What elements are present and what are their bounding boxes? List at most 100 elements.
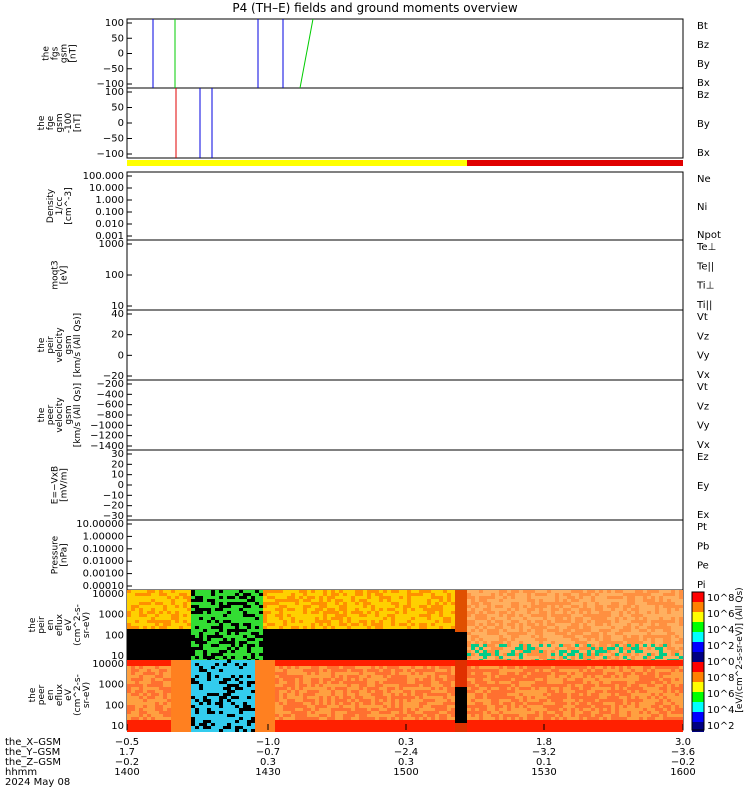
spec-cell [235, 641, 239, 644]
spec-cell [483, 590, 487, 593]
spec-cell [343, 653, 347, 656]
spec-cell [163, 593, 167, 596]
spec-cell [407, 653, 411, 656]
spec-cell [287, 647, 291, 650]
spec-cell [331, 702, 335, 705]
spec-cell [407, 623, 411, 626]
spec-cell [371, 632, 375, 635]
spec-cell [359, 599, 363, 602]
spec-cell [371, 635, 375, 638]
spec-cell [611, 611, 615, 614]
spec-cell [495, 641, 499, 644]
spec-cell [347, 593, 351, 596]
spec-cell [359, 638, 363, 641]
spec-cell [299, 684, 303, 687]
spec-cell [279, 711, 283, 714]
spec-cell [275, 590, 279, 593]
spec-cell [247, 650, 251, 653]
spec-cell [259, 647, 263, 650]
spec-cell [443, 611, 447, 614]
spec-cell [179, 675, 183, 678]
spec-cell [343, 614, 347, 617]
spec-cell [191, 696, 195, 699]
spec-cell [287, 720, 291, 723]
spec-cell [335, 635, 339, 638]
spec-cell [179, 693, 183, 696]
spec-cell [575, 599, 579, 602]
spec-cell [663, 617, 667, 620]
spec-cell [299, 681, 303, 684]
spec-cell [175, 714, 179, 717]
spec-cell [175, 608, 179, 611]
spec-cell [359, 720, 363, 723]
spec-cell [351, 641, 355, 644]
spec-cell [311, 590, 315, 593]
spec-cell [363, 635, 367, 638]
spec-cell [367, 596, 371, 599]
spec-cell [287, 656, 291, 659]
spec-cell [599, 608, 603, 611]
spec-cell [207, 666, 211, 669]
spec-cell [627, 614, 631, 617]
spec-cell [295, 666, 299, 669]
spec-cell [187, 614, 191, 617]
spec-cell [227, 684, 231, 687]
y-label-peer_spec: the peer en eflux eV (cm^2-s-sr-eV) [28, 674, 92, 716]
spec-cell [227, 605, 231, 608]
spec-cell [239, 620, 243, 623]
spec-cell [251, 599, 255, 602]
spec-cell [239, 611, 243, 614]
spec-cell [359, 681, 363, 684]
spec-cell [179, 720, 183, 723]
spec-cell [575, 641, 579, 644]
spec-cell [231, 702, 235, 705]
spec-cell [583, 626, 587, 629]
spec-cell [223, 593, 227, 596]
spec-cell [151, 593, 155, 596]
spec-cell [159, 708, 163, 711]
spec-cell [251, 647, 255, 650]
spec-cell [263, 653, 267, 656]
spec-cell [251, 717, 255, 720]
spec-cell [551, 638, 555, 641]
spec-cell [639, 590, 643, 593]
spec-cell [287, 660, 291, 663]
spec-cell [211, 723, 215, 726]
spec-cell [211, 602, 215, 605]
spec-cell [575, 614, 579, 617]
spec-cell [559, 635, 563, 638]
spec-cell [355, 687, 359, 690]
mode-bar-fast [467, 160, 683, 166]
spec-cell [439, 590, 443, 593]
y-tick-peer_spec: 100 [105, 700, 124, 711]
spec-cell [275, 690, 279, 693]
spec-cell [291, 644, 295, 647]
spec-cell [543, 590, 547, 593]
spec-cell [163, 714, 167, 717]
spec-cell [343, 599, 347, 602]
legend-fgs-2: By [697, 59, 710, 70]
spec-cell [535, 647, 539, 650]
spec-cell [475, 605, 479, 608]
spec-cell [199, 608, 203, 611]
spec-cell [603, 590, 607, 593]
spec-cell [335, 620, 339, 623]
spec-cell [139, 705, 143, 708]
spec-cell [203, 690, 207, 693]
spec-cell [211, 681, 215, 684]
spec-cell [171, 666, 175, 669]
spec-cell [147, 605, 151, 608]
spec-cell [515, 656, 519, 659]
spec-cell [223, 656, 227, 659]
spec-cell [167, 617, 171, 620]
spec-cell [647, 620, 651, 623]
spec-cell [219, 720, 223, 723]
spec-cell [227, 660, 231, 663]
spec-cell [139, 663, 143, 666]
spec-cell [395, 620, 399, 623]
spec-cell [359, 678, 363, 681]
spec-cell [531, 623, 535, 626]
spec-cell [127, 608, 131, 611]
spec-cell [387, 653, 391, 656]
spec-cell [239, 729, 243, 732]
